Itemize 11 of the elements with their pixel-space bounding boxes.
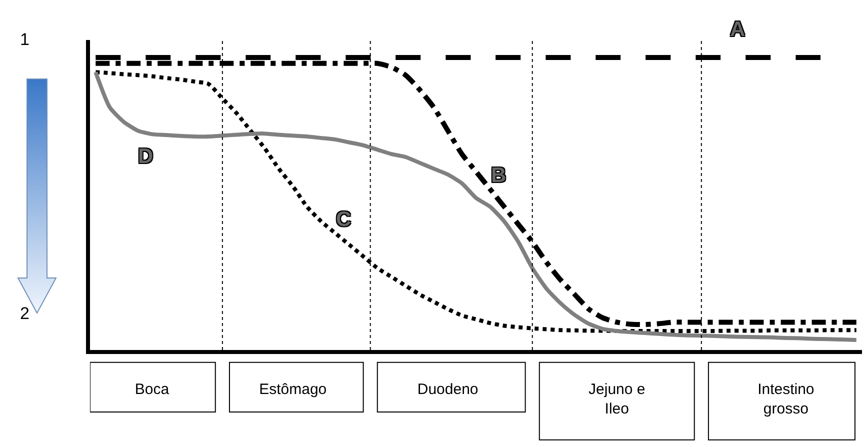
x-tick-label: Boca — [134, 381, 170, 398]
x-tick-label: Intestino grosso — [758, 381, 814, 418]
series-label: D — [138, 145, 154, 168]
x-tick-label: Jejuno e Ileo — [588, 381, 646, 418]
series-label: A — [730, 18, 746, 41]
text: 1 — [20, 30, 30, 49]
text: 2 — [20, 304, 30, 323]
series-label: B — [491, 164, 506, 187]
series-label: C — [336, 208, 352, 231]
x-tick-label: Duodeno — [417, 381, 478, 398]
x-tick-label: Estômago — [259, 381, 327, 398]
